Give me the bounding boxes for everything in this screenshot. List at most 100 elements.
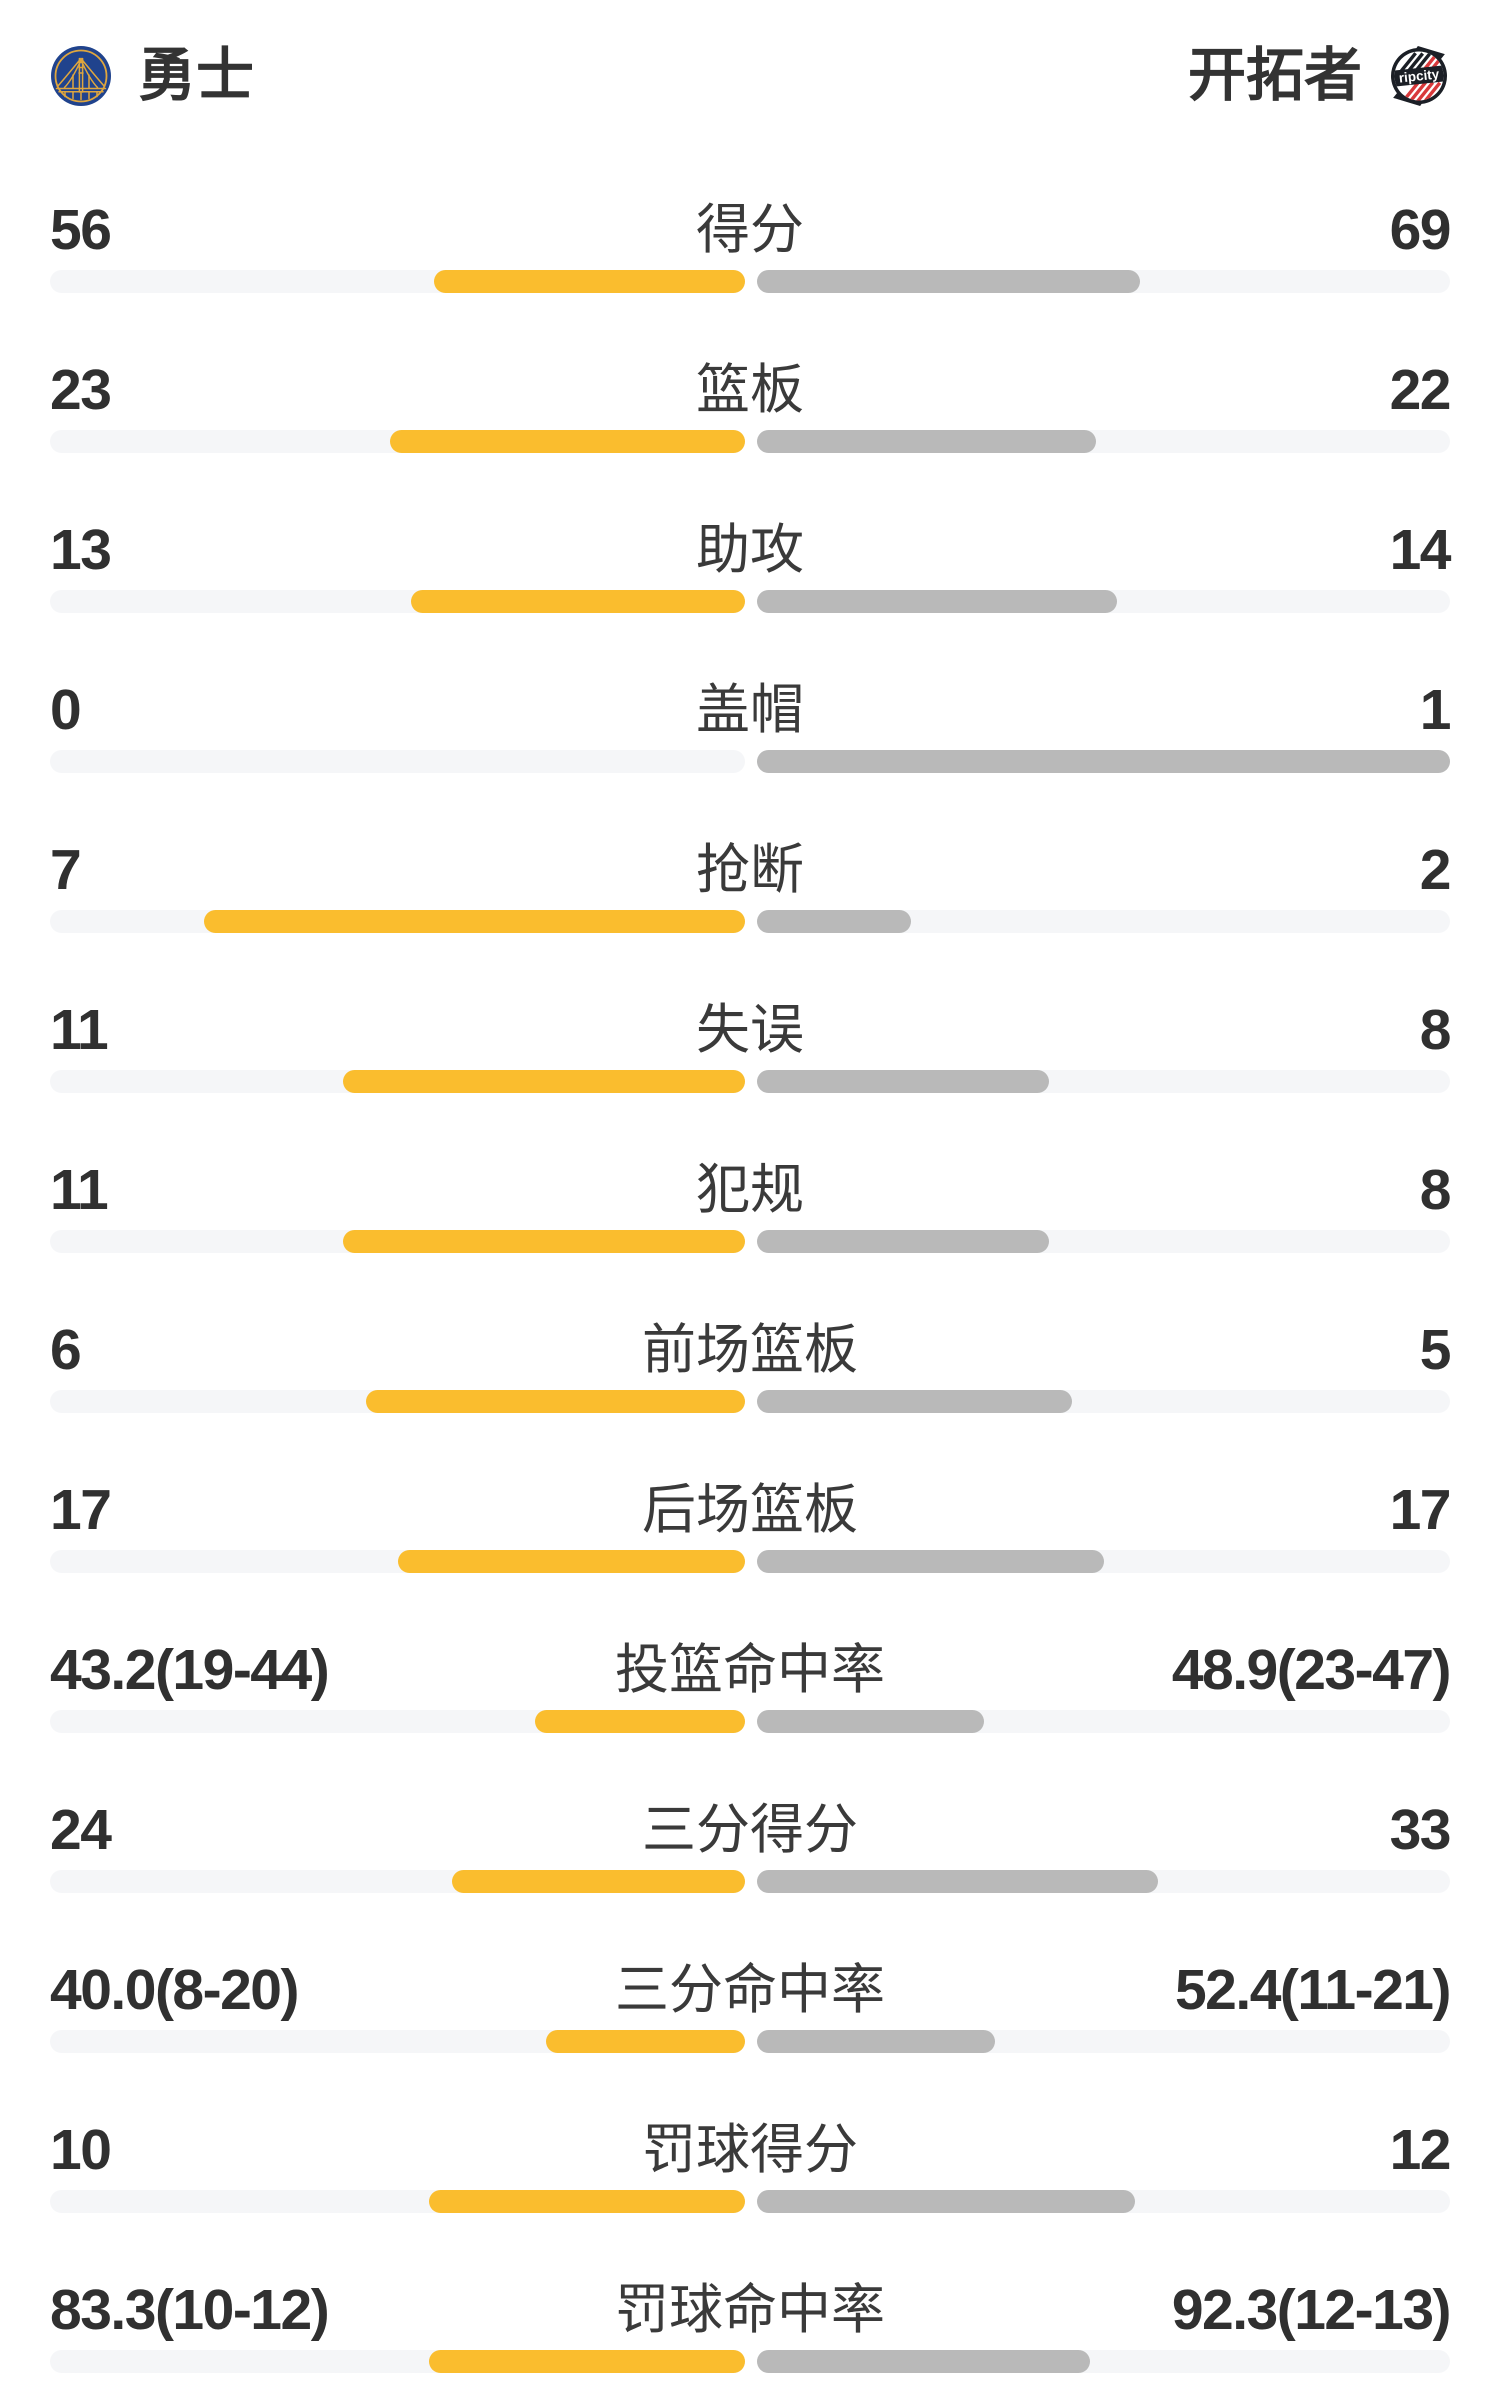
stat-label: 后场篮板 [642, 1480, 858, 1540]
stat-label: 三分得分 [642, 1800, 858, 1860]
home-bar-track [50, 590, 745, 613]
stat-line: 7 抢断 2 [50, 837, 1452, 902]
home-bar-track [50, 1230, 745, 1253]
stat-label: 犯规 [696, 1160, 804, 1220]
home-bar-track [50, 2030, 745, 2053]
stat-bar [50, 430, 1450, 453]
away-bar-fill [757, 2190, 1135, 2213]
home-stat-value: 83.3(10-12) [50, 2277, 330, 2342]
away-bar-fill [757, 430, 1096, 453]
blazers-ripcity-logo-icon: ripcity [1391, 45, 1447, 107]
away-bar-fill [757, 590, 1117, 613]
away-bar-track [757, 1070, 1450, 1093]
stat-bar [50, 2190, 1450, 2213]
away-bar-fill [757, 2030, 996, 2053]
home-bar-fill [342, 1070, 745, 1093]
away-bar-fill [757, 270, 1140, 293]
stat-label: 篮板 [696, 360, 804, 420]
home-bar-fill [389, 430, 745, 453]
away-stat-value: 2 [1419, 837, 1452, 902]
stat-line: 56 得分 69 [50, 197, 1452, 262]
stat-bar [50, 2350, 1450, 2373]
home-bar-fill [204, 910, 745, 933]
stat-row: 24 三分得分 33 [50, 1790, 1452, 1950]
stat-row: 11 失误 8 [50, 990, 1452, 1150]
away-bar-fill [757, 1070, 1049, 1093]
stat-bar [50, 750, 1450, 773]
stat-line: 40.0(8-20) 三分命中率 52.4(11-21) [50, 1957, 1452, 2022]
stat-line: 13 助攻 14 [50, 520, 1452, 580]
stat-label: 罚球得分 [642, 2120, 858, 2180]
stat-bar [50, 2030, 1450, 2053]
stat-row: 83.3(10-12) 罚球命中率 92.3(12-13) [50, 2270, 1452, 2400]
stat-label: 失误 [696, 1000, 804, 1060]
away-team: 开拓者 [1188, 45, 1450, 107]
home-bar-fill [397, 1550, 745, 1573]
away-bar-track [757, 1870, 1450, 1893]
stat-bar [50, 910, 1450, 933]
stat-line: 11 犯规 8 [50, 1160, 1452, 1220]
home-bar-track [50, 910, 745, 933]
home-team: 勇士 [50, 45, 254, 107]
away-stat-value: 12 [1389, 2117, 1452, 2182]
stat-bar [50, 1550, 1450, 1573]
home-stat-value: 0 [50, 677, 82, 742]
home-stat-value: 7 [50, 837, 82, 902]
away-bar-track [757, 1390, 1450, 1413]
home-stat-value: 40.0(8-20) [50, 1957, 300, 2022]
home-bar-track [50, 1390, 745, 1413]
away-bar-track [757, 1550, 1450, 1573]
stat-line: 23 篮板 22 [50, 357, 1452, 422]
away-bar-fill [757, 750, 1450, 773]
away-bar-track [757, 1230, 1450, 1253]
home-bar-fill [546, 2030, 745, 2053]
away-bar-track [757, 430, 1450, 453]
stat-label: 助攻 [696, 520, 804, 580]
stat-row: 10 罚球得分 12 [50, 2110, 1452, 2270]
away-bar-fill [757, 1550, 1104, 1573]
away-bar-track [757, 1710, 1450, 1733]
home-stat-value: 56 [50, 197, 112, 262]
stat-bar [50, 1230, 1450, 1253]
home-bar-track [50, 750, 745, 773]
home-stat-value: 23 [50, 357, 112, 422]
home-stat-value: 10 [50, 2117, 112, 2182]
stat-label: 罚球命中率 [615, 2280, 885, 2340]
away-bar-fill [757, 2350, 1090, 2373]
home-stat-value: 24 [50, 1797, 112, 1862]
home-bar-track [50, 1870, 745, 1893]
home-bar-track [50, 1070, 745, 1093]
stat-label: 抢断 [696, 840, 804, 900]
stat-bar [50, 1710, 1450, 1733]
away-bar-fill [757, 1710, 985, 1733]
away-stat-value: 17 [1389, 1477, 1452, 1542]
stat-label: 盖帽 [696, 680, 804, 740]
stat-bar [50, 270, 1450, 293]
stat-row: 17 后场篮板 17 [50, 1470, 1452, 1630]
stat-line: 17 后场篮板 17 [50, 1477, 1452, 1542]
stat-row: 13 助攻 14 [50, 510, 1452, 670]
stat-label: 前场篮板 [642, 1320, 858, 1380]
away-bar-fill [757, 1390, 1073, 1413]
away-stat-value: 33 [1389, 1797, 1452, 1862]
home-team-name: 勇士 [138, 43, 255, 108]
stat-line: 6 前场篮板 5 [50, 1317, 1452, 1382]
stat-bar [50, 590, 1450, 613]
stat-line: 0 盖帽 1 [50, 677, 1452, 742]
stat-row: 23 篮板 22 [50, 350, 1452, 510]
stat-label: 得分 [696, 200, 804, 260]
home-bar-fill [366, 1390, 745, 1413]
away-team-name: 开拓者 [1187, 43, 1362, 108]
stat-row: 43.2(19-44) 投篮命中率 48.9(23-47) [50, 1630, 1452, 1790]
home-bar-track [50, 1550, 745, 1573]
away-stat-value: 5 [1419, 1317, 1452, 1382]
teams-header: 勇士 开拓者 [0, 0, 1500, 107]
stat-row: 6 前场篮板 5 [50, 1310, 1452, 1470]
away-bar-track [757, 2190, 1450, 2213]
stat-label: 三分命中率 [615, 1960, 885, 2020]
away-bar-track [757, 590, 1450, 613]
away-bar-fill [757, 910, 911, 933]
stat-line: 83.3(10-12) 罚球命中率 92.3(12-13) [50, 2277, 1452, 2342]
away-bar-track [757, 910, 1450, 933]
stat-bar [50, 1390, 1450, 1413]
